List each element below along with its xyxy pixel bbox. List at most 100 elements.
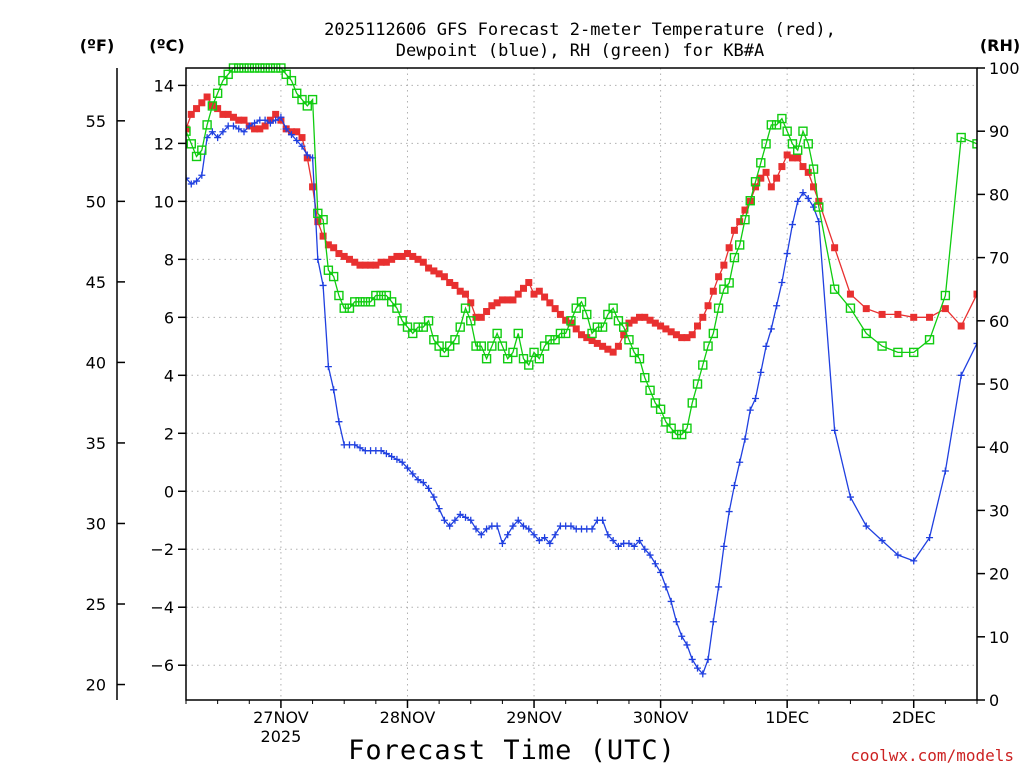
rh-point	[576, 297, 587, 307]
rh-point	[687, 398, 697, 408]
temperature-point	[620, 331, 628, 339]
rh-point	[550, 335, 560, 345]
rh-point	[471, 341, 481, 351]
dewpoint-point	[214, 134, 222, 142]
celsius-tick-label: 10	[154, 192, 174, 211]
temperature-point	[773, 174, 781, 182]
dewpoint-point	[767, 325, 775, 333]
temperature-point	[293, 128, 301, 136]
rh-point	[418, 322, 428, 332]
dewpoint-point	[198, 171, 206, 179]
rh-point	[735, 240, 745, 250]
dewpoint-point	[293, 136, 301, 144]
x-tick-label: 2DEC	[892, 708, 936, 727]
rh-point	[676, 429, 687, 440]
rh-tick-label: 40	[989, 438, 1009, 457]
temperature-point	[556, 310, 564, 318]
temperature-point	[309, 183, 317, 191]
dewpoint-point	[398, 458, 406, 466]
temperature-point	[314, 218, 322, 226]
dewpoint-point	[662, 583, 670, 591]
dewpoint-point	[266, 119, 274, 127]
temperature-point	[894, 310, 902, 318]
rh-point	[798, 126, 808, 136]
temperature-point	[198, 99, 206, 107]
dewpoint-point	[657, 568, 665, 576]
temperature-point	[672, 331, 680, 339]
dewpoint-point	[588, 525, 596, 533]
rh-point	[692, 379, 703, 389]
dewpoint-point	[235, 125, 243, 133]
dewpoint-point	[941, 467, 949, 475]
rh-point	[307, 94, 318, 105]
temperature-point	[599, 342, 607, 350]
dewpoint-point	[187, 180, 195, 188]
rh-point	[972, 139, 977, 149]
rh-point	[524, 360, 534, 370]
temperature-point	[593, 339, 601, 347]
rh-tick-label: 20	[989, 565, 1009, 584]
temperature-point	[625, 319, 633, 327]
temperature-point	[530, 290, 538, 298]
dewpoint-point	[683, 641, 691, 649]
celsius-tick-label: −6	[150, 656, 174, 675]
rh-point	[713, 303, 724, 313]
rh-point	[413, 322, 423, 332]
dewpoint-point	[229, 122, 237, 130]
rh-point	[777, 113, 787, 124]
temperature-point	[187, 110, 195, 118]
dewpoint-point	[804, 194, 812, 202]
rh-point	[861, 328, 871, 339]
dewpoint-point	[208, 128, 216, 136]
rh-point	[513, 328, 523, 339]
rh-point	[761, 139, 771, 149]
rh-point	[803, 139, 813, 149]
dewpoint-point	[382, 450, 390, 458]
dewpoint-point	[709, 618, 717, 626]
rh-point	[186, 126, 191, 136]
rh-point	[729, 252, 740, 263]
temperature-point	[186, 125, 190, 133]
temperature-point	[319, 232, 327, 240]
rh-point	[666, 423, 676, 433]
temperature-point	[535, 287, 543, 295]
temperature-point	[715, 273, 723, 281]
dewpoint-point	[957, 371, 965, 379]
dewpoint-point	[467, 516, 475, 524]
dewpoint-point	[483, 525, 491, 533]
rh-point	[545, 335, 555, 345]
dewpoint-point	[419, 479, 427, 487]
fahrenheit-tick-label: 25	[86, 595, 106, 614]
dewpoint-point	[725, 508, 733, 516]
rh-point	[782, 126, 792, 136]
rh-point	[518, 354, 529, 364]
rh-point	[608, 303, 618, 313]
grid-layer	[186, 68, 977, 700]
rh-point	[618, 322, 629, 332]
rh-point	[492, 328, 502, 339]
dewpoint-point	[862, 522, 870, 530]
rh-point	[365, 297, 376, 307]
celsius-tick-label: −2	[150, 540, 174, 559]
dewpoint-point	[477, 531, 485, 539]
rh-point	[698, 360, 708, 370]
temperature-point	[804, 168, 812, 176]
dewpoint-point	[435, 505, 443, 513]
rh-point	[909, 347, 919, 358]
dewpoint-point	[446, 522, 454, 530]
dewpoint-point	[599, 516, 607, 524]
temperature-point	[862, 305, 870, 313]
dewpoint-point	[409, 470, 417, 478]
rh-point	[597, 322, 608, 332]
rh-point	[381, 290, 392, 301]
fahrenheit-tick-label: 55	[86, 112, 106, 131]
dewpoint-point	[788, 221, 796, 229]
rh-point	[328, 271, 339, 282]
rh-tick-label: 50	[989, 375, 1009, 394]
rh-point	[534, 354, 545, 364]
rh-point	[223, 69, 233, 80]
temperature-point	[477, 313, 485, 321]
dewpoint-point	[720, 542, 728, 550]
dewpoint-point	[688, 655, 696, 663]
